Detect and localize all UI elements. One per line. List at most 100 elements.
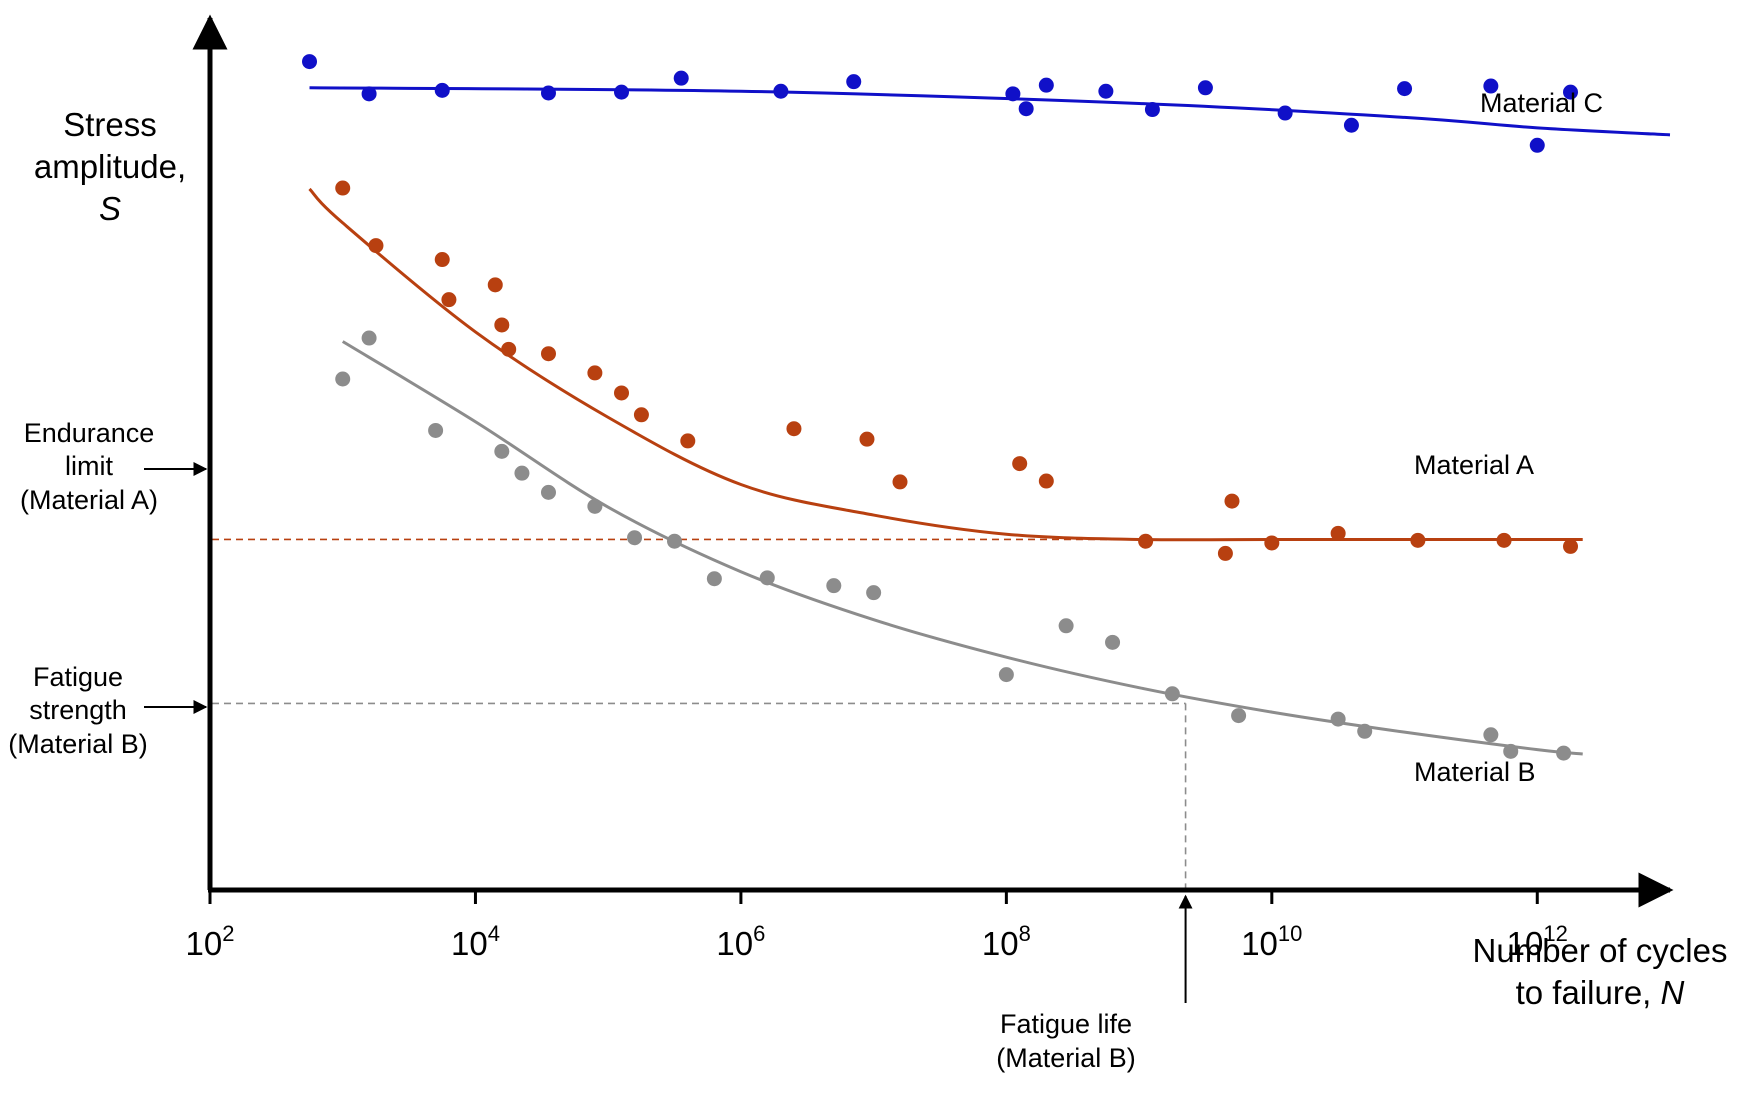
data-point-material-c (1197, 80, 1213, 96)
x-ticks: 102 104 106 108 1010 1012 (186, 890, 1568, 962)
x-axis-label-line2: to failure, N (1516, 974, 1685, 1011)
fatigue-life-line2: (Material B) (996, 1043, 1136, 1073)
data-point-material-a (540, 346, 556, 362)
x-tick-base: 10 (1241, 925, 1278, 962)
endurance-limit-line1: Endurance (24, 418, 155, 448)
data-point-material-b (1330, 711, 1346, 727)
endurance-limit-line3: (Material A) (20, 485, 158, 515)
x-tick-exponent: 10 (1278, 921, 1302, 946)
reference-lines (212, 538, 1400, 888)
data-point-material-b (627, 530, 643, 546)
data-point-material-c (1397, 81, 1413, 97)
fatigue-strength-line2: strength (29, 695, 127, 725)
data-point-material-a (487, 277, 503, 293)
x-tick-label: 106 (716, 921, 765, 962)
data-point-material-a (1496, 532, 1512, 548)
x-tick-exponent: 12 (1543, 921, 1567, 946)
axes (192, 14, 1674, 908)
fatigue-strength-line1: Fatigue (33, 662, 123, 692)
data-point-material-c (614, 84, 630, 100)
x-tick-label: 1012 (1507, 921, 1568, 962)
data-point-material-b (361, 330, 377, 346)
data-point-material-a (1410, 532, 1426, 548)
data-point-material-a (368, 238, 384, 254)
data-point-material-a (1563, 538, 1579, 554)
data-point-material-b (1556, 745, 1572, 761)
data-point-material-a (1264, 535, 1280, 551)
data-point-material-c (302, 54, 318, 70)
data-point-material-b (1231, 708, 1247, 724)
data-point-material-b (335, 371, 351, 387)
data-point-material-c (673, 70, 689, 86)
data-point-material-a (1038, 473, 1054, 489)
x-tick-base: 10 (716, 925, 753, 962)
data-point-material-a (680, 433, 696, 449)
fit-curve-material-b (341, 340, 1583, 756)
x-tick-label: 1010 (1241, 921, 1302, 962)
data-point-material-b (1058, 618, 1074, 634)
data-point-material-a (786, 421, 802, 437)
data-point-material-c (361, 86, 377, 102)
y-axis-label-symbol: S (99, 190, 121, 227)
data-point-material-a (892, 474, 908, 490)
data-point-material-a (335, 180, 351, 196)
data-point-material-a (1138, 533, 1154, 549)
data-point-material-c (1483, 78, 1499, 94)
data-point-material-a (614, 385, 630, 401)
data-point-material-c (1098, 83, 1114, 99)
x-tick-base: 10 (186, 925, 223, 962)
fit-curve-material-c (309, 86, 1671, 137)
data-point-material-a (441, 292, 457, 308)
series-label-material-a: Material A (1414, 450, 1534, 480)
x-tick-label: 104 (451, 921, 500, 962)
data-point-material-b (494, 443, 510, 459)
series-label-material-b: Material B (1414, 757, 1536, 787)
data-point-material-b (587, 498, 603, 514)
data-point-material-c (1529, 137, 1545, 153)
data-point-material-c (1563, 84, 1579, 100)
data-point-material-a (494, 317, 510, 333)
fatigue-life-line1: Fatigue life (1000, 1009, 1132, 1039)
data-points (302, 54, 1579, 761)
data-point-material-b (514, 465, 530, 481)
x-tick-exponent: 2 (222, 921, 234, 946)
data-point-material-b (667, 533, 683, 549)
x-axis-label-symbol: N (1661, 974, 1685, 1011)
data-point-material-b (1164, 686, 1180, 702)
x-tick-exponent: 6 (753, 921, 765, 946)
data-point-material-a (1224, 493, 1240, 509)
data-point-material-b (428, 422, 444, 438)
fatigue-life-annotation: Fatigue life (Material B) (996, 894, 1193, 1073)
series-label-material-c: Material C (1480, 88, 1603, 118)
x-axis-label-line1: Number of cycles (1473, 932, 1728, 969)
data-point-material-a (633, 407, 649, 423)
series-labels: Material C Material A Material B (1414, 88, 1603, 787)
data-point-material-a (587, 365, 603, 381)
x-tick-base: 10 (982, 925, 1019, 962)
endurance-limit-annotation: Endurance limit (Material A) (20, 418, 208, 515)
data-point-material-c (540, 85, 556, 101)
x-axis-label: Number of cycles to failure, N (1473, 932, 1728, 1011)
data-point-material-c (1005, 86, 1021, 102)
x-tick-exponent: 4 (488, 921, 500, 946)
x-tick-base: 10 (1507, 925, 1544, 962)
data-point-material-b (826, 578, 842, 594)
data-point-material-c (773, 83, 789, 99)
data-point-material-c (1038, 77, 1054, 93)
data-point-material-b (540, 484, 556, 500)
x-tick-exponent: 8 (1019, 921, 1031, 946)
data-point-material-c (434, 82, 450, 98)
data-point-material-b (866, 585, 882, 601)
data-point-material-b (759, 570, 775, 586)
x-axis-label-text: to failure, (1516, 974, 1661, 1011)
fatigue-strength-annotation: Fatigue strength (Material B) (8, 662, 208, 759)
data-point-material-a (1330, 525, 1346, 541)
data-point-material-a (501, 341, 517, 357)
data-point-material-b (998, 667, 1014, 683)
data-point-material-b (1357, 723, 1373, 739)
data-point-material-c (1018, 101, 1034, 117)
y-axis-label: Stress amplitude, S (34, 106, 186, 227)
data-point-material-c (1144, 102, 1160, 118)
data-point-material-b (1503, 743, 1519, 759)
